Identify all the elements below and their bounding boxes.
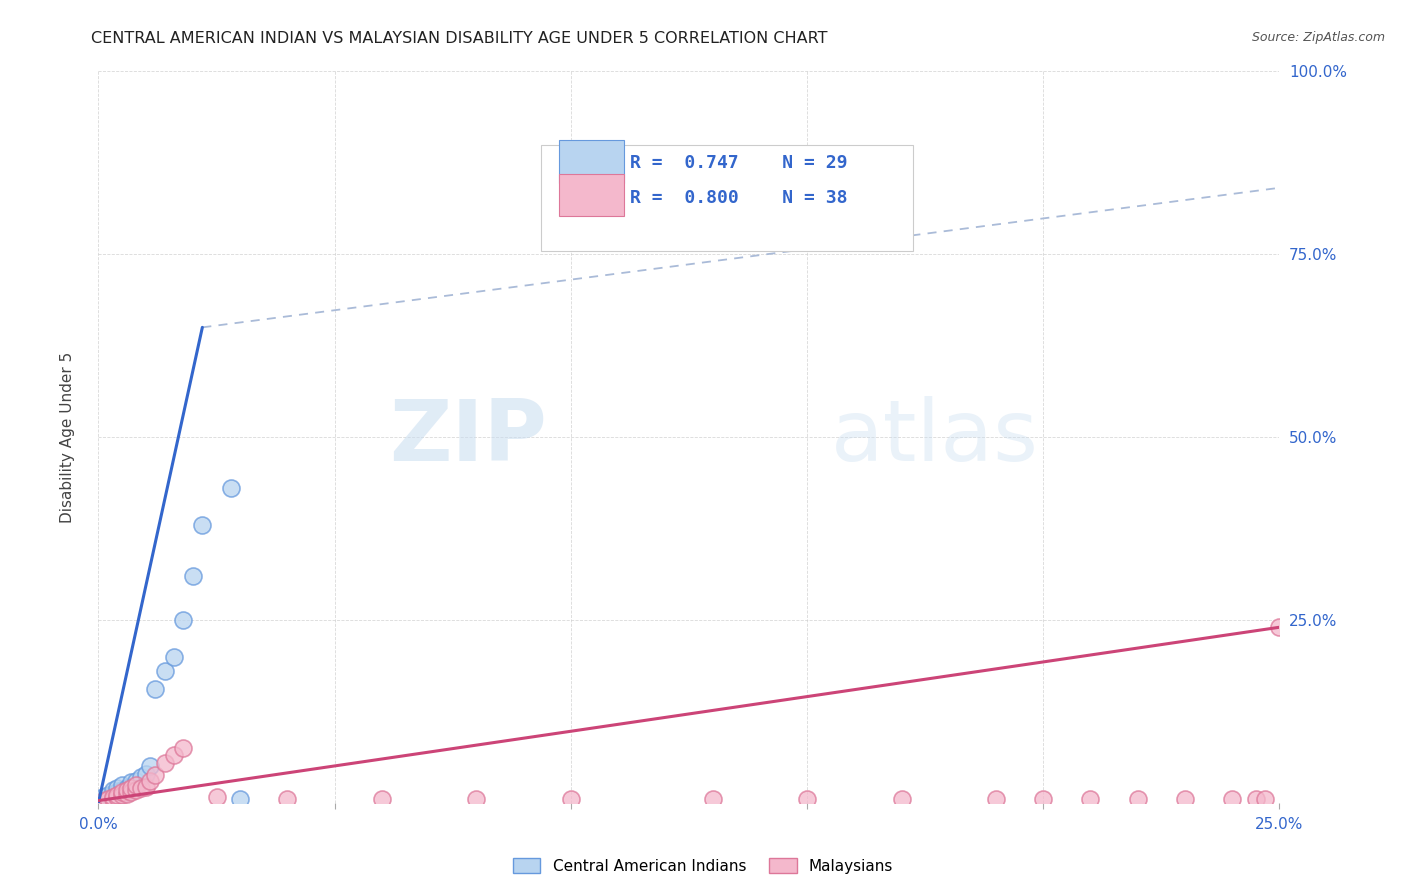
Point: [1126, 792, 1149, 806]
Point: [229, 792, 252, 806]
Point: [139, 759, 162, 773]
Point: [101, 789, 124, 804]
Point: [101, 789, 124, 804]
Point: [111, 789, 134, 803]
Point: [111, 785, 134, 799]
Point: [115, 785, 138, 799]
Point: [91, 792, 114, 806]
Point: [105, 789, 128, 803]
Point: [172, 740, 194, 755]
Point: [111, 777, 134, 792]
Point: [143, 768, 166, 782]
Point: [91, 794, 114, 808]
Point: [121, 781, 143, 796]
Point: [163, 748, 186, 763]
Text: ZIP: ZIP: [389, 395, 547, 479]
Text: atlas: atlas: [831, 395, 1039, 479]
Point: [371, 792, 394, 806]
Point: [465, 792, 488, 806]
Point: [111, 787, 134, 801]
Point: [984, 792, 1007, 806]
Point: [205, 789, 228, 804]
Point: [101, 792, 124, 806]
Point: [121, 775, 143, 789]
Point: [97, 792, 120, 806]
FancyBboxPatch shape: [560, 140, 624, 183]
Point: [1032, 792, 1054, 806]
Point: [91, 789, 114, 804]
Point: [105, 781, 128, 796]
Point: [105, 785, 128, 799]
Point: [153, 664, 176, 678]
Point: [105, 789, 128, 803]
Point: [111, 782, 134, 797]
Point: [1268, 620, 1291, 634]
Legend: Central American Indians, Malaysians: Central American Indians, Malaysians: [506, 852, 900, 880]
Point: [1174, 792, 1197, 806]
FancyBboxPatch shape: [541, 145, 914, 251]
Point: [139, 773, 162, 788]
Point: [101, 782, 124, 797]
Point: [121, 780, 143, 794]
Point: [101, 787, 124, 801]
Point: [702, 792, 724, 806]
Point: [121, 785, 143, 799]
Y-axis label: Disability Age Under 5: Disability Age Under 5: [60, 351, 75, 523]
Point: [163, 649, 186, 664]
Text: R =  0.800    N = 38: R = 0.800 N = 38: [630, 189, 848, 207]
Point: [105, 789, 128, 804]
FancyBboxPatch shape: [560, 174, 624, 216]
Point: [135, 766, 157, 780]
Point: [890, 792, 912, 806]
Point: [125, 782, 148, 797]
Point: [1080, 792, 1102, 806]
Point: [129, 770, 152, 784]
Point: [1244, 792, 1267, 806]
Point: [115, 782, 138, 797]
Point: [191, 517, 214, 532]
Point: [115, 781, 138, 796]
Point: [181, 569, 204, 583]
Text: Source: ZipAtlas.com: Source: ZipAtlas.com: [1251, 31, 1385, 45]
Point: [219, 481, 242, 495]
Point: [129, 781, 152, 796]
Point: [97, 789, 120, 803]
Point: [276, 792, 298, 806]
Point: [135, 780, 157, 794]
Point: [143, 682, 166, 697]
Text: R =  0.747    N = 29: R = 0.747 N = 29: [630, 153, 848, 172]
Point: [153, 756, 176, 770]
Text: CENTRAL AMERICAN INDIAN VS MALAYSIAN DISABILITY AGE UNDER 5 CORRELATION CHART: CENTRAL AMERICAN INDIAN VS MALAYSIAN DIS…: [91, 31, 828, 46]
Point: [1254, 792, 1277, 806]
Point: [125, 773, 148, 788]
Point: [125, 777, 148, 792]
Point: [796, 792, 818, 806]
Point: [172, 613, 194, 627]
Point: [560, 792, 582, 806]
Point: [97, 792, 120, 806]
Point: [1220, 792, 1243, 806]
Point: [115, 787, 138, 801]
